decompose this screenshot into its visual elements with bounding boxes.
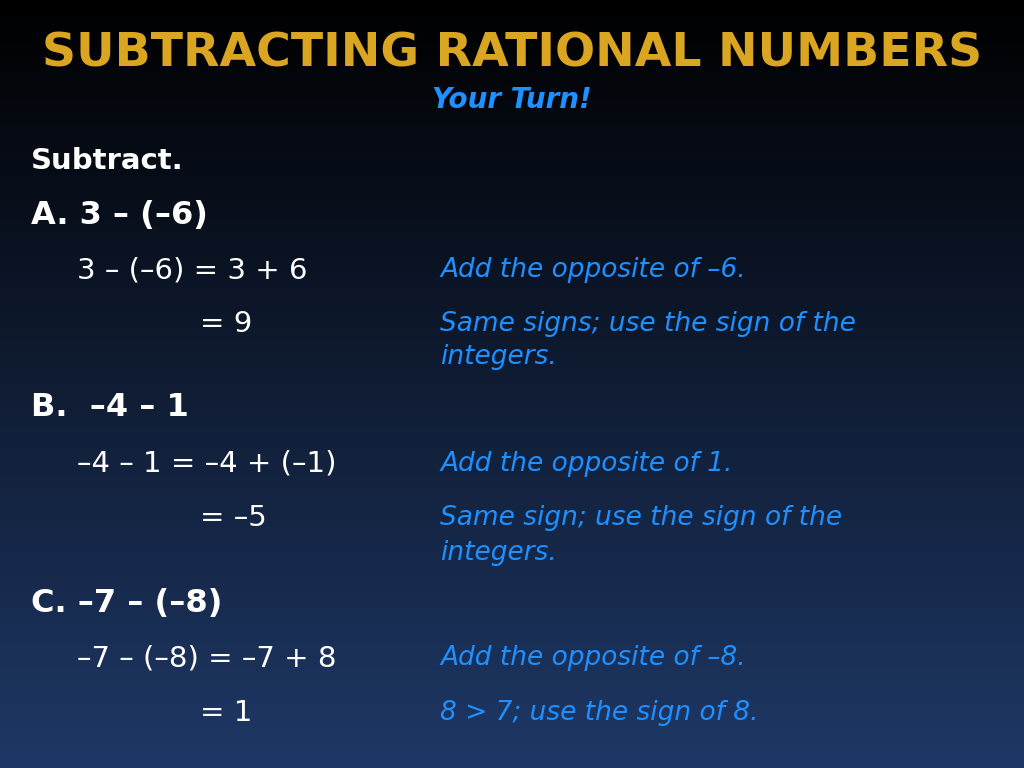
Text: A. 3 – (–6): A. 3 – (–6) (31, 200, 208, 230)
Text: Add the opposite of –6.: Add the opposite of –6. (440, 257, 745, 283)
Text: –4 – 1 = –4 + (–1): –4 – 1 = –4 + (–1) (77, 450, 336, 478)
Text: = –5: = –5 (200, 505, 266, 532)
Text: –7 – (–8) = –7 + 8: –7 – (–8) = –7 + 8 (77, 644, 336, 672)
Text: C. –7 – (–8): C. –7 – (–8) (31, 588, 222, 619)
Text: integers.: integers. (440, 540, 557, 566)
Text: SUBTRACTING RATIONAL NUMBERS: SUBTRACTING RATIONAL NUMBERS (42, 31, 982, 76)
Text: Same sign; use the sign of the: Same sign; use the sign of the (440, 505, 843, 531)
Text: Your Turn!: Your Turn! (432, 86, 592, 114)
Text: Add the opposite of –8.: Add the opposite of –8. (440, 645, 745, 671)
Text: Same signs; use the sign of the: Same signs; use the sign of the (440, 311, 856, 337)
Text: = 9: = 9 (200, 310, 252, 338)
Text: Subtract.: Subtract. (31, 147, 183, 175)
Text: B.  –4 – 1: B. –4 – 1 (31, 392, 188, 422)
Text: integers.: integers. (440, 344, 557, 370)
Text: 8 > 7; use the sign of 8.: 8 > 7; use the sign of 8. (440, 700, 759, 726)
Text: Add the opposite of 1.: Add the opposite of 1. (440, 451, 733, 477)
Text: 3 – (–6) = 3 + 6: 3 – (–6) = 3 + 6 (77, 257, 307, 284)
Text: = 1: = 1 (200, 699, 252, 727)
